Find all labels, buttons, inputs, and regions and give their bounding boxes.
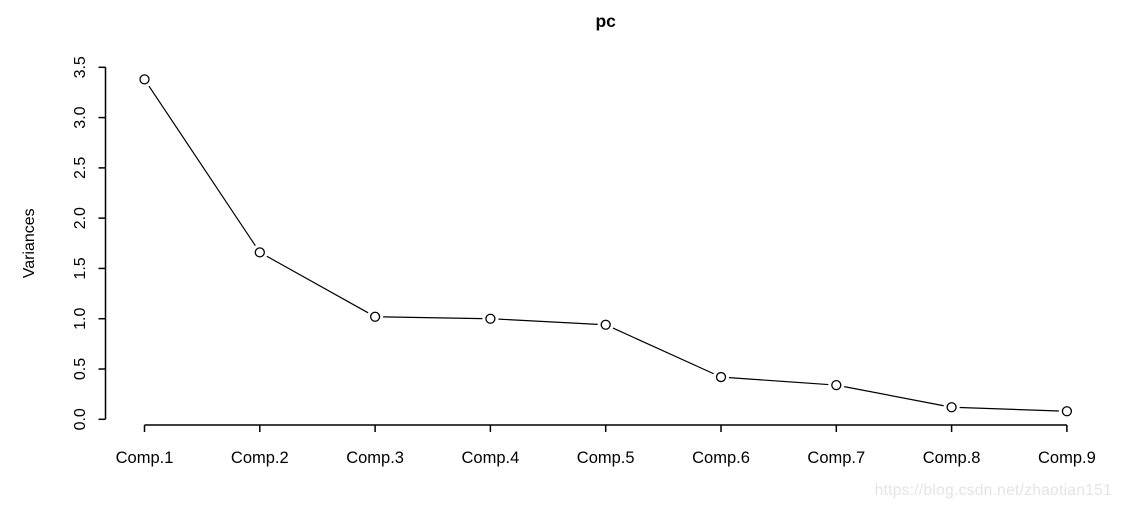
x-axis-tick-label: Comp.5 xyxy=(577,449,635,467)
chart-line-segment xyxy=(266,255,369,314)
y-axis-title: Variances xyxy=(21,208,38,278)
y-axis-tick-label: 2.0 xyxy=(72,207,89,229)
data-point-marker xyxy=(946,402,957,413)
x-axis-tick-label: Comp.6 xyxy=(692,449,750,467)
data-point-marker xyxy=(715,371,727,383)
x-axis-tick-label: Comp.8 xyxy=(923,449,981,467)
data-point-marker xyxy=(369,311,381,322)
chart-line-segment xyxy=(844,386,944,407)
data-point-marker xyxy=(485,313,496,324)
y-axis-tick-label: 1.0 xyxy=(72,308,89,330)
chart-line-segment xyxy=(728,377,829,386)
y-axis-tick-label: 3.5 xyxy=(72,56,89,78)
chart-line-segment xyxy=(959,406,1059,412)
chart-line-segment xyxy=(498,318,598,325)
chart-line-segment xyxy=(148,85,256,247)
x-axis-tick-label: Comp.9 xyxy=(1038,449,1096,467)
data-point-marker xyxy=(1061,406,1073,417)
x-axis-tick-label: Comp.2 xyxy=(231,449,289,467)
y-axis-tick-label: 3.0 xyxy=(72,106,89,128)
y-axis-tick-label: 2.5 xyxy=(72,157,89,179)
data-point-marker xyxy=(831,379,842,391)
y-axis-tick-label: 1.5 xyxy=(72,257,89,279)
x-axis-tick-label: Comp.3 xyxy=(346,449,404,467)
y-axis-tick-label: 0.5 xyxy=(72,358,89,380)
x-axis-tick-label: Comp.7 xyxy=(807,449,865,467)
y-axis-tick-label: 0.0 xyxy=(72,408,89,430)
chart-line-segment xyxy=(383,316,483,320)
data-point-marker xyxy=(139,74,150,85)
chart-title: pc xyxy=(595,11,616,31)
x-axis-tick-label: Comp.1 xyxy=(116,449,174,467)
watermark-text: https://blog.csdn.net/zhaotian151 xyxy=(874,482,1112,499)
data-point-marker xyxy=(600,319,611,330)
data-point-marker xyxy=(254,247,265,258)
chart-line-segment xyxy=(612,327,714,375)
x-axis-tick-label: Comp.4 xyxy=(462,449,520,467)
